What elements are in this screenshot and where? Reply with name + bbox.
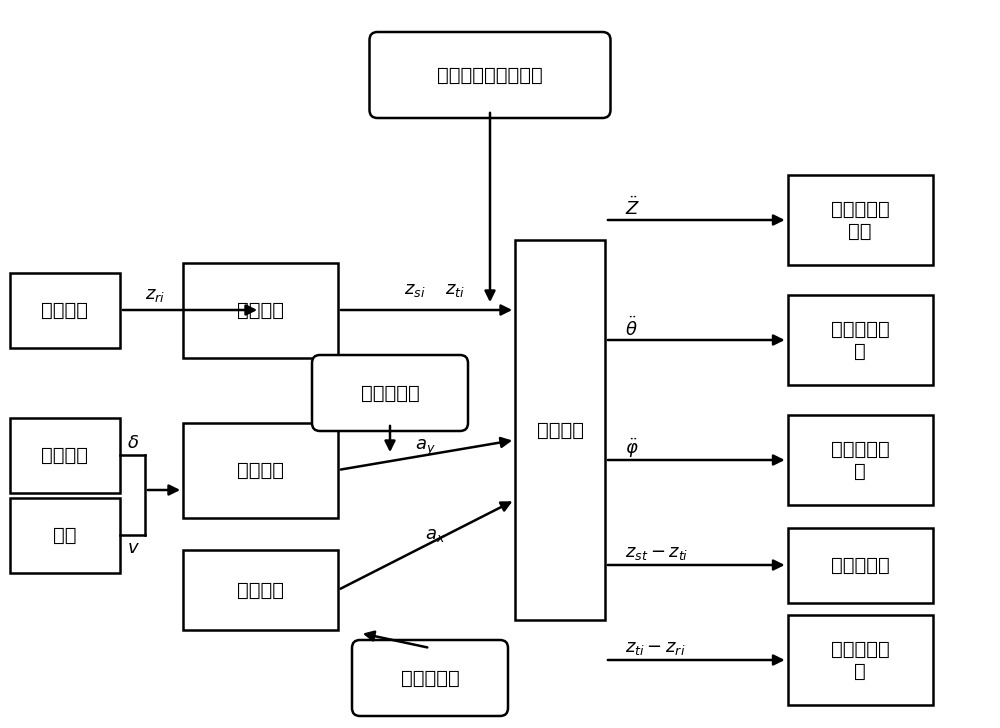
Bar <box>182 422 338 518</box>
Text: 车速: 车速 <box>53 526 77 545</box>
Bar <box>788 615 932 705</box>
FancyBboxPatch shape <box>352 640 508 716</box>
Text: 整车耦合: 整车耦合 <box>536 421 584 440</box>
Bar <box>788 175 932 265</box>
Text: $v$: $v$ <box>127 539 139 557</box>
Text: $z_{ri}$: $z_{ri}$ <box>145 286 165 304</box>
Text: $z_{st}-z_{ti}$: $z_{st}-z_{ti}$ <box>625 544 688 562</box>
Text: 垂向模型: 垂向模型 <box>237 301 284 320</box>
Text: $a_y$: $a_y$ <box>415 438 435 458</box>
Text: 横向加速度: 横向加速度 <box>361 384 419 403</box>
Text: 轮胎跳动位
移: 轮胎跳动位 移 <box>831 639 889 681</box>
Text: 侧倾角加速
度: 侧倾角加速 度 <box>831 440 889 480</box>
Text: $\ddot{\varphi}$: $\ddot{\varphi}$ <box>625 436 639 459</box>
Bar <box>10 497 120 572</box>
Text: 前轮转角: 前轮转角 <box>42 446 88 464</box>
Text: 簧载质量加
速度: 簧载质量加 速度 <box>831 199 889 240</box>
Text: $a_x$: $a_x$ <box>425 526 445 544</box>
Text: $z_{si}$: $z_{si}$ <box>404 281 426 299</box>
Text: 路面激励: 路面激励 <box>42 301 88 320</box>
Bar <box>788 295 932 385</box>
Bar <box>182 263 338 357</box>
Bar <box>788 528 932 603</box>
Text: 横向模型: 横向模型 <box>237 461 284 480</box>
FancyBboxPatch shape <box>312 355 468 431</box>
Text: 纵向模型: 纵向模型 <box>237 580 284 599</box>
Text: 纵向加速度: 纵向加速度 <box>401 668 459 687</box>
Text: $\ddot{\theta}$: $\ddot{\theta}$ <box>625 317 638 340</box>
Text: $\ddot{Z}$: $\ddot{Z}$ <box>625 197 640 219</box>
Bar <box>515 240 605 620</box>
Text: 俯仰角加速
度: 俯仰角加速 度 <box>831 320 889 360</box>
Bar <box>10 272 120 347</box>
Bar <box>10 417 120 493</box>
Text: $z_{ti}-z_{ri}$: $z_{ti}-z_{ri}$ <box>625 639 686 657</box>
Bar <box>182 550 338 630</box>
Text: $\delta$: $\delta$ <box>127 434 139 452</box>
Text: 悬架动挠度: 悬架动挠度 <box>831 555 889 574</box>
Text: $z_{ti}$: $z_{ti}$ <box>445 281 465 299</box>
FancyBboxPatch shape <box>370 32 610 118</box>
Text: 簧载和非簧载状态量: 簧载和非簧载状态量 <box>437 66 543 84</box>
Bar <box>788 415 932 505</box>
